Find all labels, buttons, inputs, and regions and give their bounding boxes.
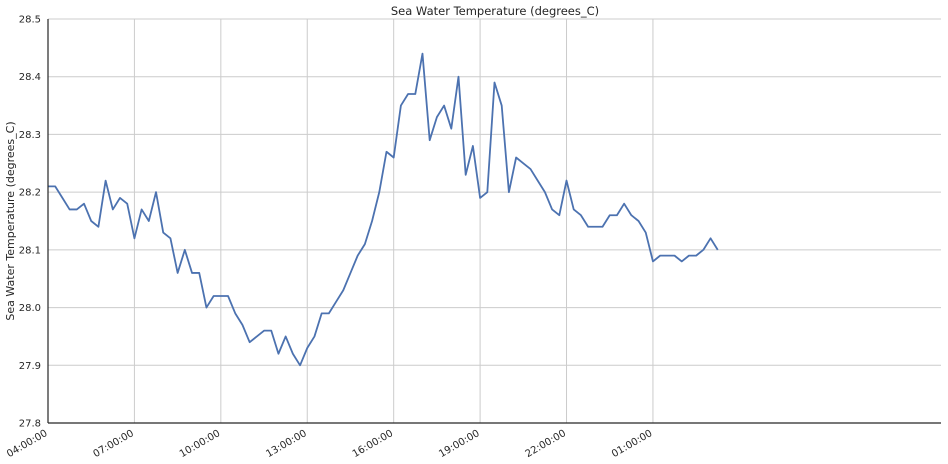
y-axis-label: Sea Water Temperature (degrees_C): [4, 121, 17, 320]
x-tick-label: 07:00:00: [92, 428, 136, 460]
y-tick-label: 27.9: [19, 361, 41, 372]
y-tick-label: 28.1: [19, 245, 41, 256]
x-tick-label: 13:00:00: [264, 428, 308, 460]
x-tick-labels: 04:00:00 07:00:00 10:00:00 13:00:00 16:00:00…: [5, 428, 654, 460]
x-tick-label: 04:00:00: [5, 428, 49, 460]
x-tick-label: 16:00:00: [351, 428, 395, 460]
y-tick-label: 28.4: [19, 72, 41, 83]
series-line: [48, 52, 719, 367]
y-tick-label: 28.2: [19, 188, 41, 199]
x-tick-label: 19:00:00: [437, 428, 481, 460]
y-tick-labels: 27.8 27.9 28.0 28.1 28.2 28.3 28.4 28.5: [19, 15, 41, 430]
y-tick-label: 28.5: [19, 15, 41, 26]
y-tick-label: 28.0: [19, 303, 41, 314]
axes: [47, 19, 941, 424]
y-tick-label: 27.8: [19, 419, 41, 430]
chart-title: Sea Water Temperature (degrees_C): [391, 4, 599, 18]
series-group: [48, 52, 719, 367]
x-tick-label: 10:00:00: [178, 428, 222, 460]
y-tick-label: 28.3: [19, 130, 41, 141]
x-tick-label: 22:00:00: [524, 428, 568, 460]
x-tick-label: 01:00:00: [610, 428, 654, 460]
gridlines: [47, 18, 941, 424]
